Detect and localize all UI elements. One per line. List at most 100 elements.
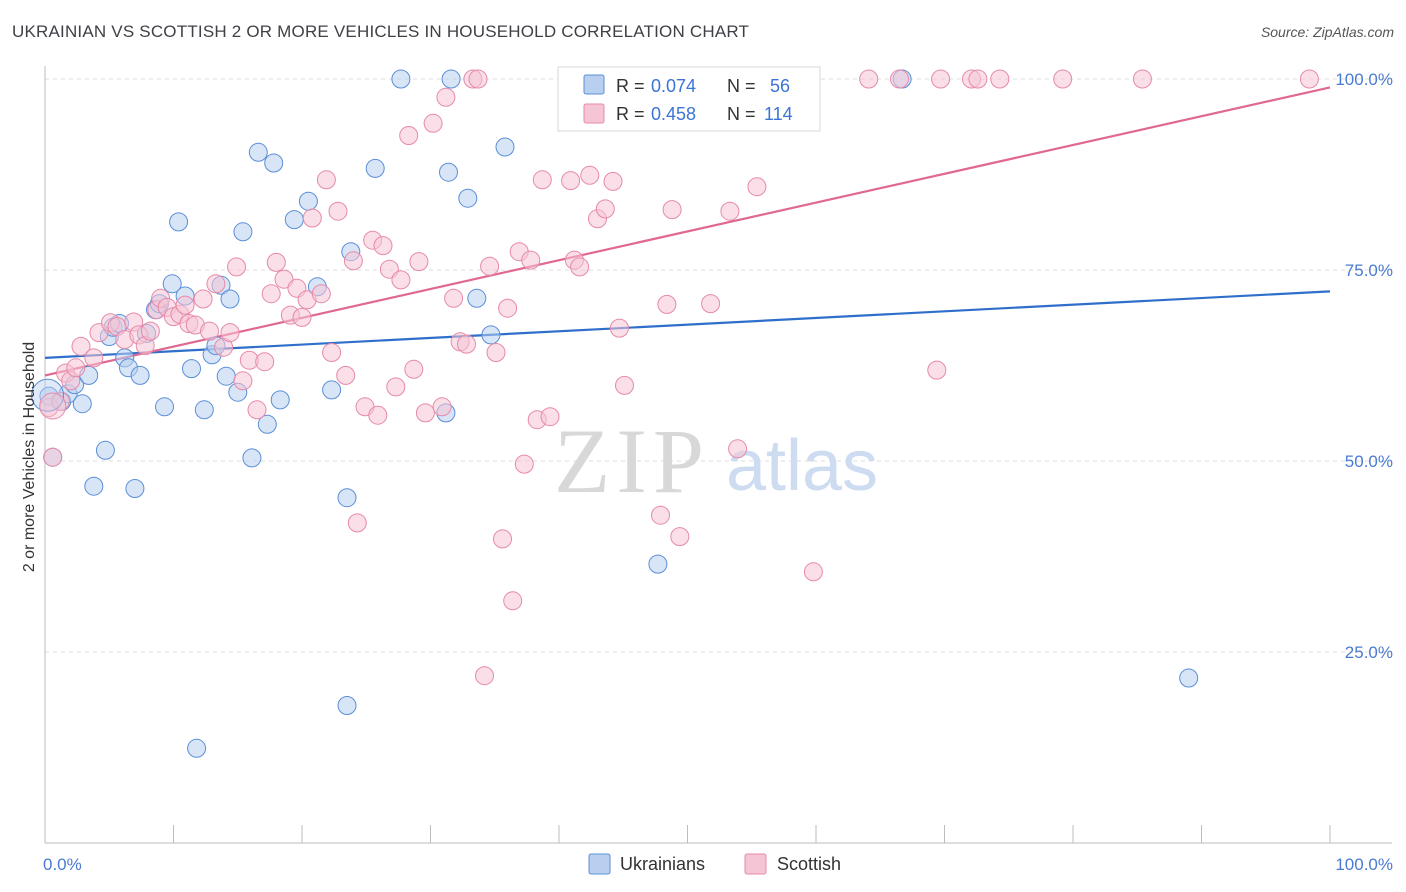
data-point [316, 170, 336, 190]
data-point [728, 439, 748, 459]
data-point [298, 191, 318, 211]
data-point [968, 69, 988, 89]
data-point [747, 177, 767, 197]
data-point [337, 696, 357, 715]
data-point [264, 153, 284, 173]
data-point [328, 201, 348, 221]
data-point [803, 562, 823, 582]
data-point [615, 375, 634, 395]
data-point [532, 170, 552, 190]
data-point [480, 256, 500, 276]
data-point [169, 212, 189, 232]
data-point [257, 414, 277, 434]
y-tick-label: 50.0% [1345, 452, 1393, 471]
data-point [580, 165, 600, 185]
data-point [130, 365, 150, 385]
data-point [701, 294, 721, 314]
data-point [84, 476, 104, 496]
data-point [302, 208, 322, 228]
data-point [247, 400, 267, 420]
grid-lines [45, 78, 1392, 653]
data-point [386, 377, 406, 397]
chart-source: Source: ZipAtlas.com [1260, 24, 1394, 40]
x-tick-label: 0.0% [43, 855, 82, 874]
data-point [227, 257, 246, 277]
y-axis-label: 2 or more Vehicles in Household [21, 342, 38, 572]
stats-r-label-1: R = [616, 76, 645, 96]
data-point [274, 269, 294, 289]
data-point [347, 513, 367, 533]
trend-lines [44, 86, 1331, 377]
data-point [373, 236, 393, 256]
data-point [481, 325, 501, 345]
watermark-zip: ZIP [554, 410, 710, 512]
data-point [336, 365, 356, 385]
data-point [467, 288, 487, 308]
data-point [220, 323, 240, 343]
data-point [365, 158, 385, 178]
data-point [404, 359, 424, 379]
data-point [43, 447, 63, 467]
data-point [368, 405, 388, 425]
data-point [493, 529, 512, 549]
data-point [1179, 668, 1199, 688]
watermark-atlas: atlas [726, 426, 878, 506]
data-point [720, 201, 740, 221]
stats-n-label-2: N = [727, 104, 756, 124]
data-point [200, 321, 219, 341]
data-point [266, 252, 286, 272]
stats-r-label-2: R = [616, 104, 645, 124]
data-point [399, 126, 419, 145]
data-point [457, 334, 476, 354]
data-point [1299, 69, 1319, 89]
data-point [155, 397, 174, 417]
data-point [162, 274, 182, 294]
data-point [175, 295, 195, 315]
data-point [441, 69, 461, 89]
data-point [1132, 69, 1152, 89]
data-point [391, 270, 411, 290]
data-point [521, 250, 541, 270]
series-legend: Ukrainians Scottish [588, 853, 841, 875]
data-point [193, 289, 213, 309]
x-tick-label: 100.0% [1335, 855, 1393, 874]
data-point [125, 479, 145, 498]
data-point [662, 200, 682, 220]
data-point [194, 400, 214, 420]
data-point [66, 358, 86, 378]
data-point [50, 391, 70, 411]
data-point [84, 348, 104, 368]
stats-legend: R = 0.074 N = 56 R = 0.458 N = 114 [557, 66, 821, 132]
data-point [990, 69, 1010, 89]
data-point [439, 162, 458, 182]
legend-swatch-scottish [744, 853, 767, 875]
data-point [284, 210, 304, 230]
data-point [187, 738, 207, 758]
data-point [220, 289, 240, 309]
data-point [890, 69, 909, 89]
data-point [540, 407, 560, 427]
data-point [595, 199, 615, 219]
data-point [648, 554, 668, 574]
data-point [486, 343, 506, 362]
legend-label-ukrainians: Ukrainians [620, 854, 705, 874]
data-point [458, 188, 478, 208]
data-point [140, 321, 160, 341]
data-point [561, 171, 581, 191]
data-point [206, 274, 226, 294]
data-point [609, 318, 629, 338]
chart-title: UKRAINIAN VS SCOTTISH 2 OR MORE VEHICLES… [12, 22, 750, 41]
stats-n-label-1: N = [727, 76, 756, 96]
data-point [514, 454, 534, 474]
series-scottish [39, 69, 1319, 686]
data-point [503, 591, 523, 611]
data-point [415, 403, 435, 423]
data-point [95, 440, 115, 460]
stats-n-value-1: 56 [770, 76, 790, 96]
trend-line-scottish [44, 86, 1331, 377]
data-point [39, 392, 67, 420]
data-point [233, 222, 253, 242]
stats-n-value-2: 114 [764, 104, 793, 124]
data-point [311, 284, 331, 304]
